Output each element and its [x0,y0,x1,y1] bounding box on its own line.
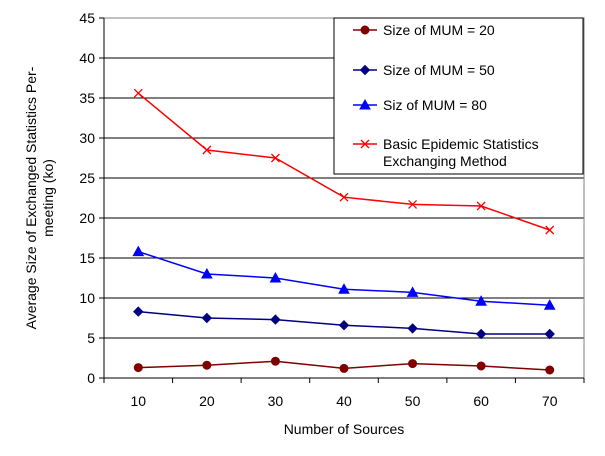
y-axis-title-line-1: meeting (ko) [40,159,56,237]
x-axis-title: Number of Sources [284,421,405,437]
legend-entry-3: Basic Epidemic Statistics Exchanging Meth… [353,136,539,169]
series-2-point-50 [406,286,419,297]
legend-label-0-line-0: Size of MUM = 20 [383,22,495,38]
legend-label-3-line-1: Exchanging Method [383,153,507,169]
legend-entry-0: Size of MUM = 20 [353,22,495,38]
series-2-point-30 [269,271,282,283]
series-3-point-40 [339,192,349,202]
series-3-point-60 [476,201,486,211]
series-2-point-70 [543,299,556,310]
series-3-point-70 [545,225,555,235]
y-tick-label-10: 10 [79,290,95,306]
legend-label-0: Size of MUM = 20 [383,22,495,38]
y-axis-title-line-0: Average Size of Exchanged Statistics Per… [23,66,39,329]
series-3-point-20 [202,145,212,155]
y-tick-label-20: 20 [79,210,95,226]
series-0-point-50 [408,359,418,369]
x-tick-label-50: 50 [405,393,421,409]
tick-labels: 0 5 10 15 20 25 30 35 40 45 10 20 30 40 50 60 70 [79,10,557,409]
legend-swatch-marker-3 [360,139,370,149]
legend-label-1: Size of MUM = 50 [383,62,495,78]
x-tick-label-20: 20 [199,393,215,409]
legend-label-2: Siz of MUM = 80 [383,97,487,113]
legend-entry-1: Size of MUM = 50 [353,62,495,78]
legend-entry-2: Siz of MUM = 80 [353,97,487,113]
legend-label-1-line-0: Size of MUM = 50 [383,62,495,78]
series-3-point-10 [133,88,143,98]
y-tick-label-25: 25 [79,170,95,186]
series-1-point-40 [338,319,350,331]
series-3 [133,88,555,235]
y-axis-title: Average Size of Exchanged Statistics Per… [23,66,56,329]
series-2-point-10 [132,245,145,257]
series-2-point-60 [475,295,487,306]
series-0-point-70 [545,365,555,375]
legend-box [333,17,584,175]
series-0-point-20 [202,360,212,370]
x-tick-label-30: 30 [268,393,284,409]
series-0-point-40 [339,363,349,373]
series-1-point-70 [544,328,555,340]
axes [99,17,585,383]
y-tick-label-40: 40 [79,50,95,66]
series-1-point-20 [201,312,213,324]
legend-swatch-marker-0 [360,25,370,35]
series-2-point-40 [338,283,350,294]
y-tick-label-5: 5 [87,330,95,346]
series-2-point-20 [201,267,213,279]
y-tick-label-45: 45 [79,10,95,26]
series-1-point-50 [407,323,418,334]
x-tick-label-70: 70 [542,393,558,409]
y-tick-label-0: 0 [87,370,95,386]
series-3-point-50 [408,199,418,209]
series-layer [132,88,556,375]
series-1-point-30 [270,314,281,325]
series-1-point-10 [133,306,144,317]
series-0-point-30 [270,356,280,366]
series-0 [133,356,555,375]
x-tick-label-10: 10 [130,393,146,409]
series-2 [132,245,556,310]
series-1-point-60 [475,328,487,340]
series-0-point-60 [476,361,486,371]
legend-label-2-line-0: Siz of MUM = 80 [383,97,487,113]
legend: Size of MUM = 20 Size of MUM = 50 Siz of M… [333,17,584,175]
y-tick-label-35: 35 [79,90,95,106]
series-3-point-30 [270,153,280,163]
legend-swatch-marker-1 [359,64,371,76]
legend-label-3-line-0: Basic Epidemic Statistics [383,136,539,152]
legend-label-3: Basic Epidemic Statistics Exchanging Meth… [383,136,539,169]
x-tick-label-40: 40 [336,393,352,409]
legend-swatch-marker-2 [359,98,371,110]
y-tick-label-15: 15 [79,250,95,266]
series-0-point-10 [133,363,143,373]
x-tick-label-60: 60 [473,393,489,409]
y-tick-label-30: 30 [79,130,95,146]
series-1 [133,306,555,340]
